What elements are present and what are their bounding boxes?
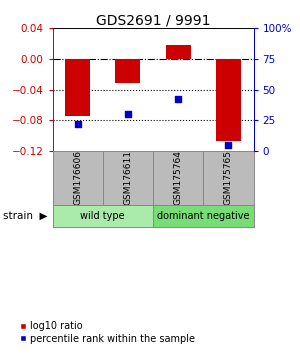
Bar <box>153 151 203 205</box>
Text: GSM175765: GSM175765 <box>224 150 233 205</box>
Point <box>176 96 181 102</box>
Title: GDS2691 / 9991: GDS2691 / 9991 <box>96 13 210 27</box>
Bar <box>103 151 153 205</box>
Point <box>226 142 231 147</box>
Legend: log10 ratio, percentile rank within the sample: log10 ratio, percentile rank within the … <box>17 319 197 346</box>
Point <box>75 121 80 127</box>
Text: dominant negative: dominant negative <box>157 211 250 221</box>
Text: wild type: wild type <box>80 211 125 221</box>
Text: strain  ▶: strain ▶ <box>3 211 47 221</box>
Bar <box>52 151 103 205</box>
Text: GSM176611: GSM176611 <box>123 150 132 205</box>
Bar <box>166 45 191 59</box>
Text: GSM175764: GSM175764 <box>174 150 183 205</box>
Bar <box>52 205 153 227</box>
Point <box>125 111 130 117</box>
Bar <box>153 205 254 227</box>
Text: GSM176606: GSM176606 <box>73 150 82 205</box>
Bar <box>216 59 241 141</box>
Bar <box>65 59 90 116</box>
Bar <box>203 151 254 205</box>
Bar <box>115 59 140 84</box>
